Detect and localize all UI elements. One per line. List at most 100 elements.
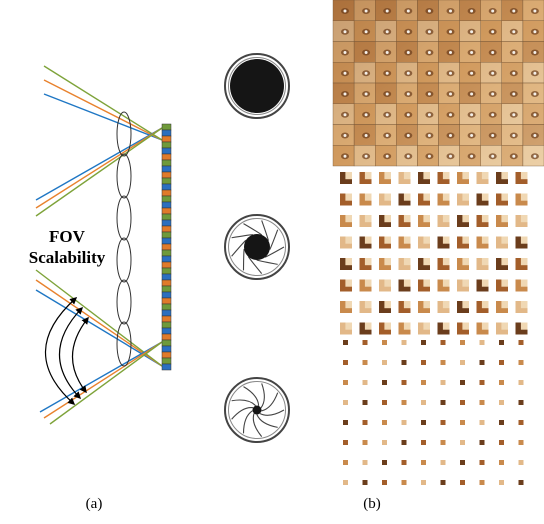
lf-tile-highlight <box>385 71 389 75</box>
subaperture-view <box>382 360 387 365</box>
subaperture-view-highlight <box>384 215 391 223</box>
sensor-pixel <box>161 243 172 251</box>
iris-blade <box>243 386 260 406</box>
subaperture-view <box>499 340 504 345</box>
subaperture-view-highlight <box>520 301 528 309</box>
iris-blade <box>252 413 263 437</box>
subaperture-view <box>401 480 407 485</box>
subaperture-view <box>362 420 368 425</box>
sensor-pixel <box>161 261 172 269</box>
subaperture-view-highlight <box>462 301 469 309</box>
subaperture-view <box>518 400 524 405</box>
subaperture-view-highlight <box>403 301 411 309</box>
lf-tile-highlight <box>533 92 537 96</box>
subaperture-view <box>401 380 407 385</box>
subaperture-view <box>382 380 387 385</box>
sensor-pixel <box>161 177 172 185</box>
lf-tile-highlight <box>343 30 347 34</box>
lf-tile-highlight <box>533 9 537 13</box>
subaperture-view <box>440 400 446 405</box>
subaperture-view-highlight <box>462 236 469 244</box>
lf-tile-highlight <box>427 71 431 75</box>
subaperture-view-highlight <box>462 279 469 287</box>
lf-tile-highlight <box>364 134 368 137</box>
subaperture-view <box>518 480 524 485</box>
sensor-pixel <box>161 123 172 131</box>
aperture-medium-icon <box>224 214 290 280</box>
subaperture-view-highlight <box>520 236 528 244</box>
subaperture-view <box>518 360 524 365</box>
subaperture-view <box>401 360 407 365</box>
iris-blade <box>261 220 269 241</box>
subaperture-view <box>440 420 446 425</box>
subaperture-view-highlight <box>364 301 372 309</box>
lf-tile-highlight <box>343 71 347 75</box>
lf-tile-highlight <box>512 71 516 75</box>
lf-tile-highlight <box>491 113 495 117</box>
iris-blade <box>256 259 278 265</box>
subaperture-view <box>499 420 504 425</box>
sensor-pixel <box>161 363 172 371</box>
subaperture-view-highlight <box>481 236 489 244</box>
subaperture-view <box>499 460 504 465</box>
sensor-pixel <box>161 291 172 299</box>
lf-tile-highlight <box>533 134 537 137</box>
subaperture-view-highlight <box>442 258 450 266</box>
lf-tile-highlight <box>427 51 431 54</box>
subaperture-view <box>421 440 426 445</box>
subaperture-view <box>460 360 465 365</box>
lf-tile-highlight <box>406 71 410 75</box>
lf-tile-highlight <box>406 154 410 158</box>
iris-blade <box>264 246 285 258</box>
lf-tile-highlight <box>385 30 389 34</box>
iris-opening <box>244 234 270 260</box>
subaperture-view-highlight <box>423 258 430 266</box>
subaperture-view <box>343 440 348 445</box>
iris-blade <box>259 409 285 416</box>
subaperture-view-highlight <box>345 322 352 330</box>
lf-tile-highlight <box>364 92 368 96</box>
ray-green-top <box>43 65 163 141</box>
subaperture-view <box>518 440 524 445</box>
lf-tile-highlight <box>343 154 347 158</box>
subaperture-view <box>440 480 446 485</box>
subaperture-view <box>362 340 368 345</box>
subaperture-view-highlight <box>403 258 411 266</box>
subaperture-view-highlight <box>501 258 508 266</box>
subaperture-view <box>382 440 387 445</box>
subaperture-view-highlight <box>481 322 489 330</box>
subaperture-view-highlight <box>403 172 411 180</box>
sensor-pixel <box>161 255 172 263</box>
subaperture-view <box>362 360 368 365</box>
sensor-pixel <box>161 225 172 233</box>
fov-arc-inner <box>71 316 89 394</box>
lf-tile-highlight <box>449 9 452 13</box>
fov-arc-outer <box>44 297 78 405</box>
iris-blade <box>256 414 278 428</box>
sensor-pixel <box>161 231 172 239</box>
panel-label-b: (b) <box>363 496 381 512</box>
lf-tile-highlight <box>343 134 347 137</box>
lf-tile-highlight <box>385 154 389 158</box>
lf-tile-highlight <box>449 51 452 54</box>
aperture-small-icon <box>224 377 290 443</box>
subaperture-view <box>362 480 368 485</box>
lf-tile-highlight <box>364 154 368 158</box>
subaperture-view <box>401 400 407 405</box>
lf-tile-highlight <box>491 71 495 75</box>
sensor-pixel <box>161 237 172 245</box>
subaperture-view-highlight <box>364 193 372 201</box>
subaperture-view-highlight <box>520 215 528 223</box>
subaperture-view <box>499 380 504 385</box>
subaperture-view <box>421 420 426 425</box>
lf-tile-highlight <box>343 92 347 96</box>
lf-tile-highlight <box>491 9 495 13</box>
lf-tile-highlight <box>427 92 431 96</box>
subaperture-view-highlight <box>384 236 391 244</box>
lf-tile-highlight <box>343 113 347 117</box>
subaperture-view <box>362 380 368 385</box>
iris-blade <box>269 229 279 250</box>
subaperture-view-highlight <box>423 322 430 330</box>
subaperture-view-highlight <box>345 193 352 201</box>
subaperture-view-highlight <box>423 279 430 287</box>
